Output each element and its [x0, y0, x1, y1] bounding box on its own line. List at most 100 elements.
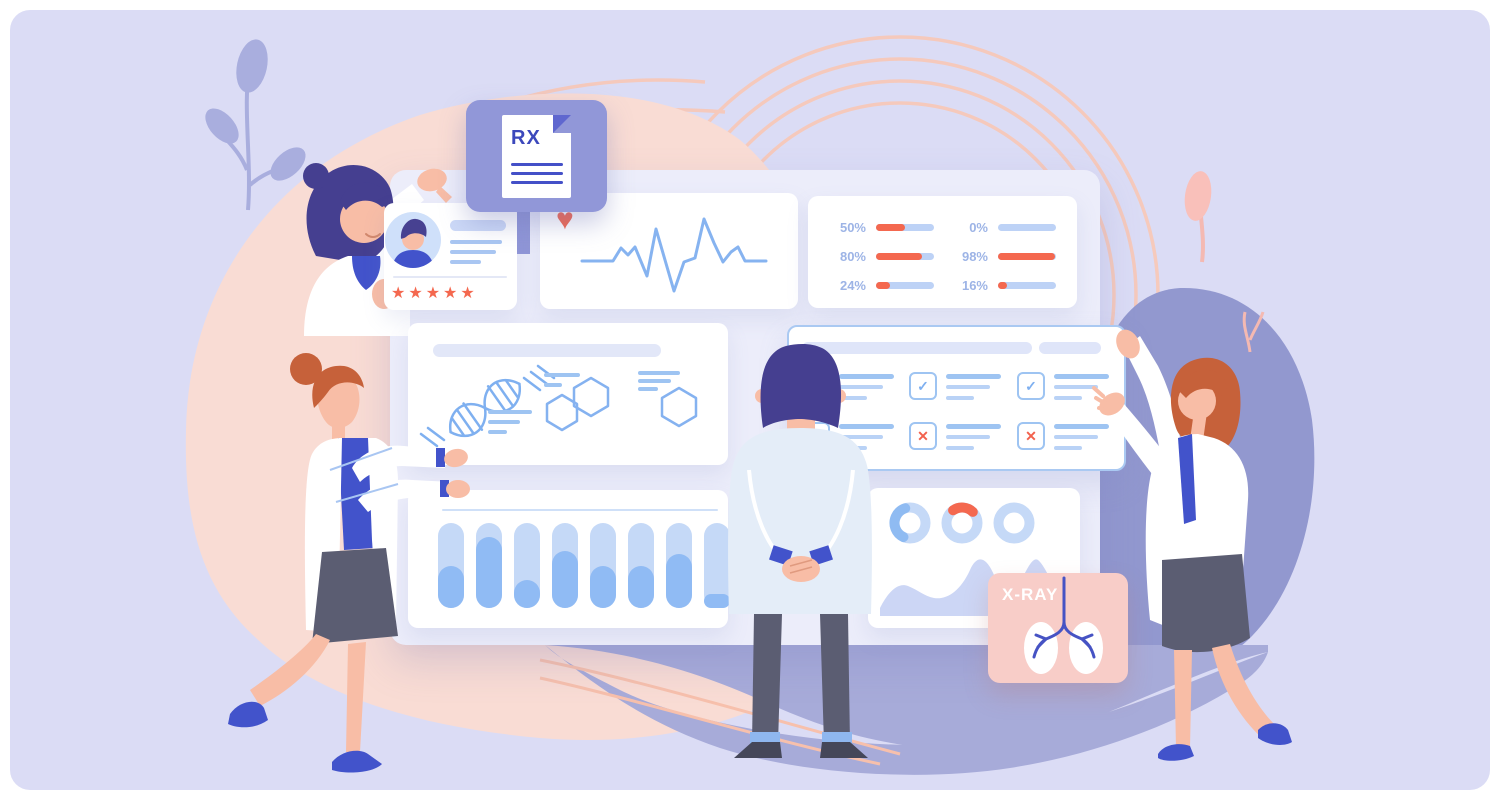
bar-track: [552, 523, 578, 608]
item-text-line: [839, 424, 894, 429]
checklist-title-bar-small: [1039, 342, 1101, 354]
rx-document-icon: RX: [502, 115, 571, 198]
doctor-woman-walking: [228, 353, 470, 773]
bar-track: [666, 523, 692, 608]
donut-segment: [941, 502, 983, 544]
stat-label: 0%: [969, 220, 988, 235]
five-star-rating: ★★★★★: [391, 285, 478, 302]
vitals-stats-card: 50% 80% 24% 0% 98% 16%: [808, 196, 1077, 308]
donut-ring: [993, 502, 1035, 544]
bar-fill: [704, 594, 730, 608]
item-text-line: [1054, 446, 1082, 450]
check-checkbox-icon: ✓: [909, 372, 937, 400]
molecule-graphics: [419, 364, 698, 448]
bar-fill: [514, 580, 540, 608]
rx-label: RX: [511, 127, 541, 149]
donut-segment: [889, 502, 931, 544]
divider: [393, 276, 507, 278]
text-lines: [488, 371, 680, 434]
stat-track: [998, 253, 1056, 260]
profile-name-line: [450, 220, 506, 231]
bar-fill: [552, 551, 578, 608]
stat-track: [998, 282, 1056, 289]
pointing-hand: [417, 168, 447, 192]
stat-label: 80%: [839, 249, 866, 264]
checklist-item: ✕: [909, 420, 1011, 468]
bar-fill: [590, 566, 616, 608]
prescription-card: RX: [466, 100, 607, 212]
stat-fill: [876, 253, 923, 260]
item-text-line: [1054, 374, 1109, 379]
rx-text-line: [511, 163, 563, 166]
item-text-line: [839, 435, 883, 439]
bar-fill: [476, 537, 502, 608]
xray-label: X-RAY: [1002, 585, 1059, 604]
stat-track: [876, 224, 934, 231]
item-text-line: [946, 446, 974, 450]
stats-column-right: 0% 98% 16%: [938, 213, 1056, 300]
stat-fill: [998, 282, 1008, 289]
bar-chart-card: [408, 490, 730, 628]
bar-track: [590, 523, 616, 608]
stats-column-left: 50% 80% 24%: [816, 213, 934, 300]
doctor-man-back: [728, 343, 872, 758]
item-text-line: [1054, 385, 1098, 389]
item-text-line: [839, 374, 894, 379]
profile-text-line: [450, 240, 502, 244]
stat-label: 98%: [961, 249, 988, 264]
cross-checkbox-icon: ✕: [1017, 422, 1045, 450]
checklist-item: ✓: [909, 370, 1011, 418]
stat-label: 16%: [961, 278, 988, 293]
item-text-line: [839, 385, 883, 389]
checklist-item: ✓: [1017, 370, 1119, 418]
bar-fill: [438, 566, 464, 608]
stat-track: [998, 224, 1056, 231]
pink-leaf-icon: [1184, 171, 1265, 353]
stat-label: 50%: [839, 220, 866, 235]
item-text-line: [1054, 396, 1082, 400]
stat-row: 80%: [816, 242, 934, 271]
profile-text-line: [450, 250, 496, 254]
stat-fill: [998, 253, 1055, 260]
stat-label: 24%: [839, 278, 866, 293]
bar-track: [476, 523, 502, 608]
patient-avatar-icon: [385, 212, 441, 268]
rx-text-line: [511, 181, 563, 184]
bar-track: [514, 523, 540, 608]
stat-track: [876, 282, 934, 289]
dna-tick-lines: [419, 364, 556, 448]
lungs-icon: [1024, 576, 1103, 674]
stat-row: 50%: [816, 213, 934, 242]
bar-track: [704, 523, 730, 608]
checklist-card: ✕✓✓✕✕✕: [787, 325, 1126, 471]
hexagon-icon: [660, 386, 698, 428]
stat-row: 24%: [816, 271, 934, 300]
heart-rate-card: ♥: [540, 193, 798, 309]
chart-axis-line: [442, 509, 718, 511]
page-fold: [553, 115, 571, 133]
xray-card: X-RAY: [988, 573, 1128, 683]
ecg-line-chart: [580, 217, 768, 293]
dna-icon: [449, 378, 521, 438]
bar-track: [628, 523, 654, 608]
donut-rings-svg: [889, 502, 1035, 544]
item-text-line: [946, 424, 1001, 429]
stat-row: 98%: [938, 242, 1056, 271]
rx-text-line: [511, 172, 563, 175]
item-text-line: [1054, 424, 1109, 429]
patient-profile-card: ★★★★★: [384, 203, 517, 310]
item-text-line: [946, 396, 974, 400]
stat-row: 0%: [938, 213, 1056, 242]
profile-text-line: [450, 260, 481, 264]
rx-card-stem: [516, 206, 530, 254]
check-checkbox-icon: ✓: [1017, 372, 1045, 400]
molecule-hexagons-icon: [545, 376, 698, 432]
research-card: [408, 323, 728, 465]
bar-track: [438, 523, 464, 608]
item-text-line: [946, 385, 990, 389]
leaf-branch-icon: [205, 39, 306, 211]
card-title-bar: [433, 344, 661, 357]
stat-fill: [876, 282, 890, 289]
item-text-line: [1054, 435, 1098, 439]
